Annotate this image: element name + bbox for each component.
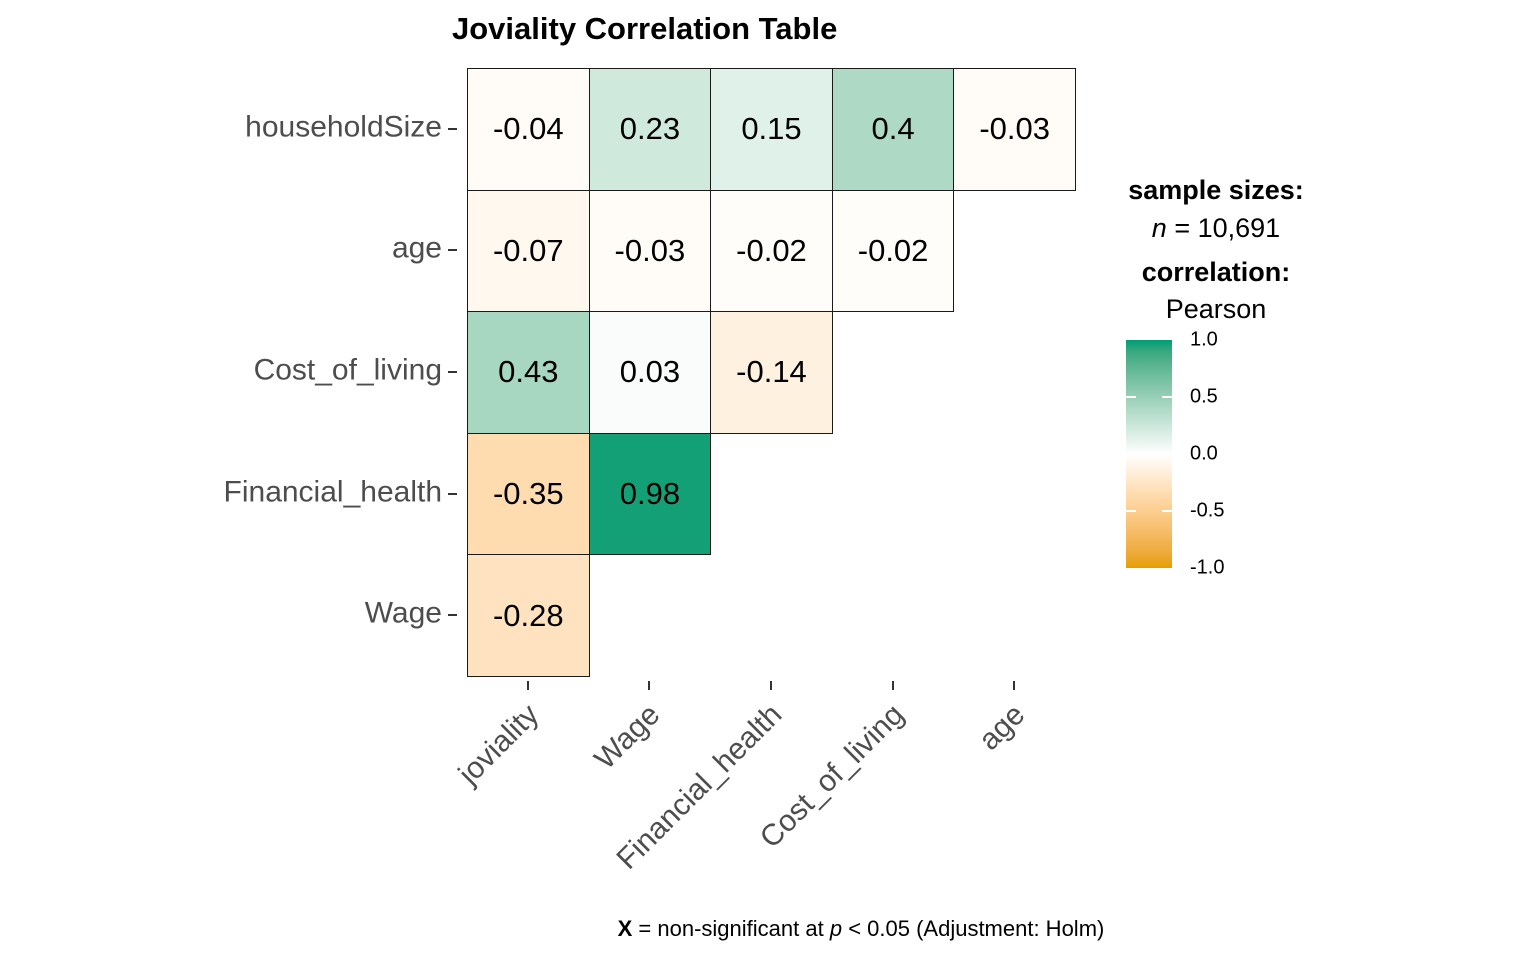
y-axis-tick	[448, 492, 457, 495]
plot-caption: X = non-significant at p < 0.05 (Adjustm…	[561, 916, 1161, 942]
caption-segment1: = non-significant at	[632, 916, 830, 941]
heatmap-cell-age-Financial_health: -0.02	[710, 189, 833, 313]
y-axis-label-Wage: Wage	[364, 596, 442, 630]
n-symbol: n	[1151, 213, 1167, 243]
heatmap-cell-Wage-joviality: -0.28	[467, 554, 590, 677]
y-axis-tick	[448, 127, 457, 130]
plot-title: Joviality Correlation Table	[452, 11, 838, 46]
legend-correlation-method: Pearson	[1165, 294, 1267, 324]
colorbar-tick-mark	[1126, 510, 1136, 512]
colorbar-tick-label--1.0: -1.0	[1190, 556, 1225, 579]
colorbar-tick-label-0.5: 0.5	[1190, 385, 1218, 408]
colorbar-tick-label-0.0: 0.0	[1190, 442, 1218, 465]
heatmap-cell-householdSize-Wage: 0.23	[588, 68, 712, 191]
heatmap-cell-householdSize-age: -0.03	[953, 68, 1076, 191]
heatmap-cell-Financial_health-joviality: -0.35	[467, 432, 590, 556]
x-axis-tick	[770, 681, 772, 690]
x-axis-tick	[648, 681, 651, 690]
n-value: = 10,691	[1166, 213, 1281, 243]
colorbar-tick-label--0.5: -0.5	[1190, 499, 1225, 522]
heatmap-cell-householdSize-Financial_health: 0.15	[710, 68, 833, 191]
legend-sample-size-value: n = 10,691	[1066, 213, 1366, 244]
heatmap-cell-age-Cost_of_living: -0.02	[831, 189, 955, 313]
heatmap-cell-Cost_of_living-Financial_health: -0.14	[710, 311, 833, 434]
x-axis-label-Cost_of_living: Cost_of_living	[753, 698, 910, 855]
heatmap-cell-age-Wage: -0.03	[588, 189, 712, 313]
y-axis-label-age: age	[391, 232, 442, 266]
heatmap-cell-householdSize-Cost_of_living: 0.4	[831, 68, 955, 191]
legend-correlation-title: correlation:	[1141, 257, 1291, 287]
x-axis-tick	[526, 681, 529, 690]
y-axis-label-householdSize: householdSize	[245, 110, 442, 144]
x-axis-label-Wage: Wage	[588, 698, 667, 776]
heatmap-cell-Cost_of_living-joviality: 0.43	[467, 311, 590, 434]
x-axis-label-age: age	[972, 698, 1032, 757]
heatmap-cell-Cost_of_living-Wage: 0.03	[588, 311, 712, 434]
y-axis-label-Cost_of_living: Cost_of_living	[253, 353, 442, 387]
caption-p-symbol: p	[829, 916, 843, 941]
heatmap-cell-householdSize-joviality: -0.04	[467, 68, 590, 191]
colorbar-tick-mark	[1162, 396, 1172, 398]
colorbar-tick-mark	[1126, 396, 1136, 398]
x-axis-tick	[891, 681, 894, 690]
y-axis-label-Financial_health: Financial_health	[223, 475, 442, 509]
x-axis-label-Financial_health: Financial_health	[610, 698, 789, 876]
heatmap-cell-Financial_health-Wage: 0.98	[588, 432, 712, 556]
caption-segment2: < 0.05 (Adjustment: Holm)	[842, 916, 1105, 941]
heatmap-cell-age-joviality: -0.07	[467, 189, 590, 313]
y-axis-tick	[448, 249, 457, 252]
colorbar-gradient	[1126, 340, 1172, 568]
y-axis-tick	[448, 614, 457, 617]
y-axis-tick	[448, 371, 457, 373]
x-axis-tick	[1013, 681, 1016, 690]
legend-sample-sizes-title: sample sizes:	[1128, 175, 1304, 205]
x-axis-label-joviality: joviality	[452, 698, 546, 791]
caption-x-symbol: X	[617, 916, 633, 941]
colorbar-tick-label-1.0: 1.0	[1190, 328, 1218, 351]
colorbar-tick-mark	[1162, 510, 1172, 512]
